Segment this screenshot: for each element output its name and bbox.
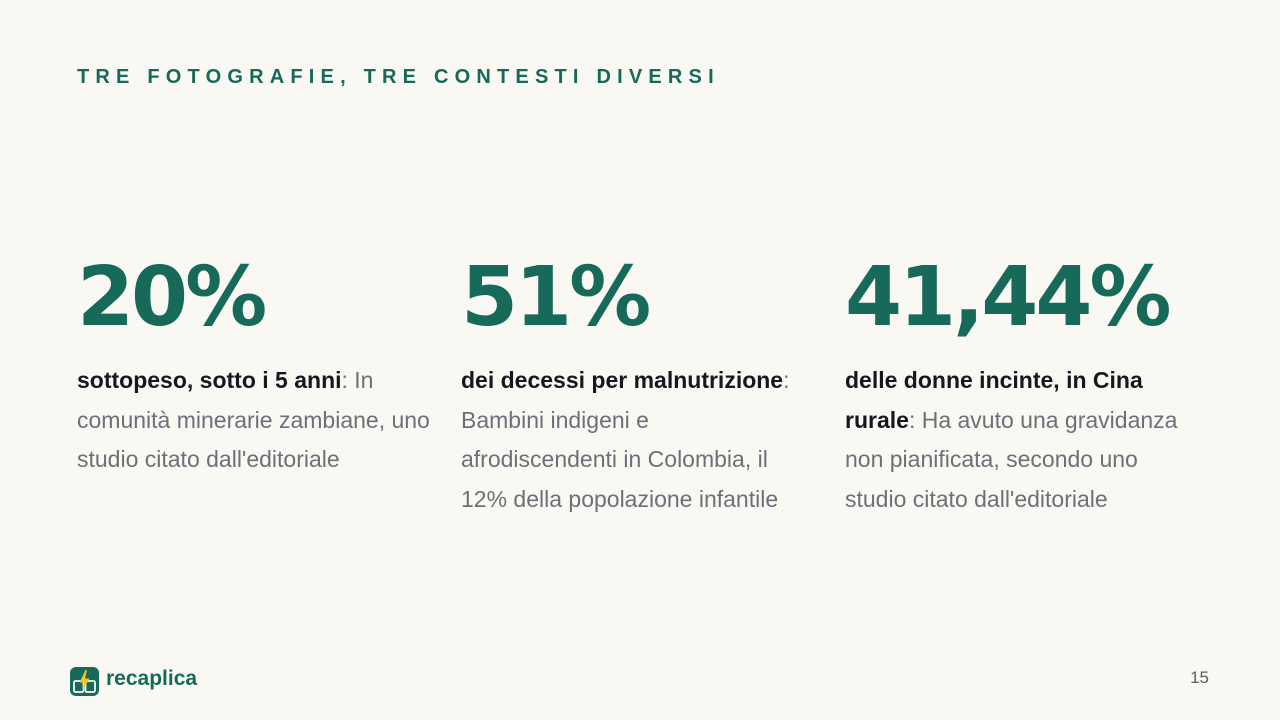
stat-card: 20% sottopeso, sotto i 5 anni: In comuni… (77, 250, 447, 480)
stat-separator: : (783, 367, 790, 393)
stat-separator: : (908, 406, 922, 433)
stat-description: sottopeso, sotto i 5 anni: In comunità m… (77, 361, 447, 480)
stat-text: In comunità minerarie zambiane, uno stud… (77, 367, 430, 472)
stat-value: 51% (461, 250, 651, 345)
stat-text: Ha avuto una gravidanza non pianificata,… (845, 406, 1178, 512)
stat-label: delle donne incinte, in Cina rurale (845, 367, 1143, 433)
stat-description: dei decessi per malnutrizione: Bambini i… (461, 361, 811, 519)
stat-card: 51% dei decessi per malnutrizione: Bambi… (461, 250, 811, 519)
stat-text: Bambini indigeni e afrodiscendenti in Co… (461, 406, 779, 512)
stat-card: 41,44% delle donne incinte, in Cina rura… (845, 250, 1205, 519)
brand-name: recaplica (106, 666, 198, 690)
stat-label: dei decessi per malnutrizione (461, 367, 784, 393)
brand-logo: recaplica (70, 667, 197, 696)
stat-value: 20% (77, 250, 267, 345)
page-number: 15 (1190, 668, 1209, 687)
stat-value: 41,44% (845, 250, 1172, 345)
slide-kicker: TRE FOTOGRAFIE, TRE CONTESTI DIVERSI (77, 66, 720, 88)
stat-label: sottopeso, sotto i 5 anni (77, 367, 342, 393)
bolt-book-icon (70, 667, 99, 696)
stat-separator: : (341, 367, 355, 393)
stat-description: delle donne incinte, in Cina rurale: Ha … (845, 361, 1205, 519)
